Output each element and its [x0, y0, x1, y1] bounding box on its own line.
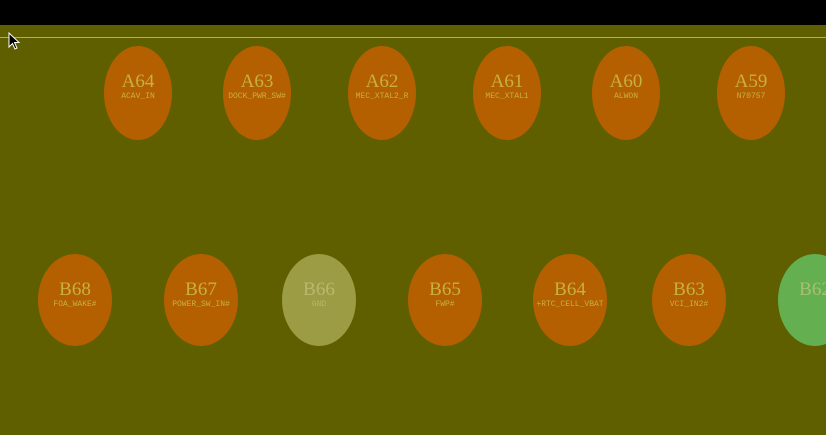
toolbar	[0, 0, 826, 25]
net-name: N70757	[736, 92, 766, 101]
net-name: FWP#	[435, 300, 455, 309]
net-name: VCI_IN2#	[669, 300, 709, 309]
pin-name: B63	[673, 279, 705, 300]
pin-name: A61	[490, 71, 524, 92]
pad[interactable]: B63 VCI_IN2#	[652, 254, 726, 346]
pad[interactable]: A59 N70757	[717, 46, 785, 140]
pin-name: B68	[59, 279, 91, 300]
net-name: DOCK_PWR_SW#	[228, 92, 286, 101]
pad[interactable]: A63 DOCK_PWR_SW#	[223, 46, 291, 140]
pad[interactable]: A61 MEC_XTAL1	[473, 46, 541, 140]
board-edge	[0, 37, 826, 38]
pad[interactable]: B67 POWER_SW_IN#	[164, 254, 238, 346]
net-name: +RTC_CELL_VBAT	[536, 300, 604, 309]
pin-name: B67	[185, 279, 217, 300]
net-name: POWER_SW_IN#	[172, 300, 230, 309]
pin-name: A63	[240, 71, 274, 92]
net-name: ALWON	[613, 92, 638, 101]
net-name: MEC_XTAL1	[485, 92, 529, 101]
pad[interactable]: B68 FOA_WAKE#	[38, 254, 112, 346]
pad[interactable]: B62	[778, 254, 826, 346]
pin-name: A60	[609, 71, 643, 92]
net-name: MEC_XTAL2_R	[355, 92, 409, 101]
pin-name: A59	[734, 71, 768, 92]
pin-name: B62	[799, 279, 826, 300]
pin-name: B65	[429, 279, 461, 300]
pad[interactable]: A64 ACAV_IN	[104, 46, 172, 140]
pad[interactable]: A62 MEC_XTAL2_R	[348, 46, 416, 140]
mouse-cursor	[8, 32, 21, 50]
net-name: FOA_WAKE#	[53, 300, 97, 309]
pin-name: A64	[121, 71, 155, 92]
pin-name: B66	[303, 279, 335, 300]
net-name: GND	[311, 300, 327, 309]
net-name: ACAV_IN	[121, 92, 155, 101]
pad[interactable]: B66 GND	[282, 254, 356, 346]
pin-name: B64	[554, 279, 586, 300]
pad[interactable]: A60 ALWON	[592, 46, 660, 140]
pad[interactable]: B64 +RTC_CELL_VBAT	[533, 254, 607, 346]
pin-name: A62	[365, 71, 399, 92]
pad[interactable]: B65 FWP#	[408, 254, 482, 346]
